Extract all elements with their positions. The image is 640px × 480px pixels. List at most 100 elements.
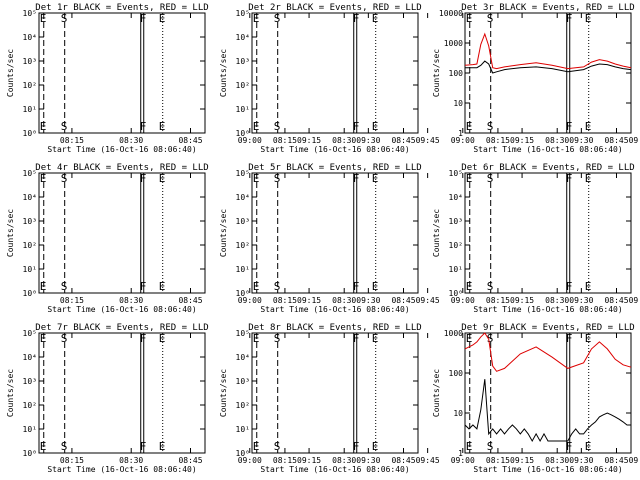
x-tick-label: 08:30	[119, 456, 143, 465]
y-tick-label: 10²	[23, 81, 37, 90]
marker-label: E	[466, 332, 473, 345]
x-tick-label: 09:30	[356, 296, 380, 305]
x-tick-label: 08:15	[486, 296, 510, 305]
marker-label: E	[372, 280, 379, 293]
marker-label: E	[159, 120, 166, 133]
marker-label: S	[487, 120, 494, 133]
marker-label: E	[40, 172, 47, 185]
y-tick-label: 10⁴	[23, 353, 37, 362]
x-tick-label: 08:45	[178, 456, 202, 465]
panel-title: Det 6r BLACK = Events, RED = LLD	[461, 163, 634, 173]
x-tick-label: 09:15	[297, 456, 321, 465]
x-tick-label: 08:15	[60, 296, 84, 305]
y-axis-label: Counts/sec	[6, 49, 15, 97]
y-tick-label: 10¹	[236, 265, 250, 274]
x-tick-label: 09:00	[238, 136, 262, 145]
panel-7: Det 7r BLACK = Events, RED = LLD Counts/s…	[6, 323, 440, 474]
marker-label: S	[487, 280, 494, 293]
series-line-1	[464, 332, 632, 372]
y-tick-label: 10⁰	[236, 129, 250, 138]
panel-title: Det 5r BLACK = Events, RED = LLD	[248, 163, 421, 173]
x-tick-label: 09:15	[510, 456, 534, 465]
x-tick-label: 09:15	[510, 136, 534, 145]
y-tick-label: 10³	[449, 217, 463, 226]
x-tick-label: 08:30	[545, 296, 569, 305]
panel-2: Det 2r BLACK = Events, RED = LLD Counts/s…	[219, 3, 640, 154]
marker-label: F	[566, 280, 573, 293]
y-tick-label: 100	[449, 69, 464, 78]
x-tick-label: 08:15	[486, 136, 510, 145]
x-tick-label: 09:30	[569, 456, 593, 465]
marker-label: F	[140, 12, 147, 25]
x-tick-label: 09:30	[569, 296, 593, 305]
marker-label: S	[274, 172, 281, 185]
marker-label: F	[140, 120, 147, 133]
plot-frame	[38, 332, 206, 454]
marker-label: F	[353, 120, 360, 133]
x-axis-label: Start Time (16-Oct-16 08:06:40)	[47, 465, 196, 474]
x-tick-label: 08:15	[60, 456, 84, 465]
x-tick-label: 09:15	[297, 136, 321, 145]
y-tick-label: 1000	[444, 39, 463, 48]
x-axis-label: Start Time (16-Oct-16 08:06:40)	[473, 305, 622, 314]
y-tick-label: 10²	[236, 81, 250, 90]
y-tick-label: 10³	[23, 57, 37, 66]
panel-title: Det 7r BLACK = Events, RED = LLD	[35, 323, 208, 333]
x-tick-label: 09:00	[238, 296, 262, 305]
x-tick-label: 09:30	[356, 456, 380, 465]
y-axis-label: Counts/sec	[432, 49, 441, 97]
plot-frame	[464, 12, 632, 134]
marker-label: E	[372, 12, 379, 25]
marker-label: F	[140, 172, 147, 185]
x-axis-label: Start Time (16-Oct-16 08:06:40)	[260, 465, 409, 474]
y-axis-label: Counts/sec	[432, 209, 441, 257]
panel-4: Det 4r BLACK = Events, RED = LLD Counts/s…	[6, 163, 440, 314]
y-tick-label: 10¹	[23, 105, 37, 114]
marker-label: E	[466, 440, 473, 453]
panel-3: Det 3r BLACK = Events, RED = LLD Counts/s…	[432, 3, 635, 154]
x-tick-label: 09:00	[451, 136, 475, 145]
x-tick-label: 08:30	[332, 136, 356, 145]
marker-label: E	[253, 172, 260, 185]
marker-label: E	[466, 120, 473, 133]
marker-label: E	[466, 12, 473, 25]
marker-label: S	[61, 440, 68, 453]
x-tick-label: 08:45	[178, 136, 202, 145]
marker-label: E	[253, 332, 260, 345]
marker-label: S	[61, 172, 68, 185]
marker-label: E	[585, 332, 592, 345]
y-tick-label: 10⁵	[23, 9, 37, 18]
marker-label: E	[159, 172, 166, 185]
y-tick-label: 10³	[23, 377, 37, 386]
plot-frame	[464, 172, 632, 294]
marker-label: F	[353, 12, 360, 25]
plot-frame	[251, 332, 419, 454]
x-tick-label: 09:15	[297, 296, 321, 305]
marker-label: S	[61, 12, 68, 25]
marker-label: E	[585, 280, 592, 293]
marker-label: E	[40, 120, 47, 133]
y-axis-label: Counts/sec	[219, 49, 228, 97]
marker-label: E	[40, 12, 47, 25]
plot-frame	[38, 12, 206, 134]
y-tick-label: 1000	[444, 329, 463, 338]
marker-label: S	[61, 120, 68, 133]
x-tick-label: 09:45	[416, 136, 440, 145]
marker-label: S	[274, 332, 281, 345]
x-axis-label: Start Time (16-Oct-16 08:06:40)	[260, 145, 409, 154]
marker-label: E	[253, 440, 260, 453]
y-tick-label: 10	[453, 409, 463, 418]
marker-label: S	[487, 172, 494, 185]
marker-label: S	[487, 440, 494, 453]
marker-label: E	[466, 280, 473, 293]
y-tick-label: 10⁵	[23, 329, 37, 338]
x-tick-label: 08:45	[391, 136, 415, 145]
y-tick-label: 10	[453, 99, 463, 108]
marker-label: E	[159, 280, 166, 293]
y-tick-label: 1	[458, 449, 463, 458]
marker-label: E	[466, 172, 473, 185]
panel-9: Det 9r BLACK = Events, RED = LLD Counts/s…	[432, 323, 635, 474]
marker-label: E	[40, 440, 47, 453]
marker-label: S	[487, 12, 494, 25]
marker-label: E	[40, 280, 47, 293]
